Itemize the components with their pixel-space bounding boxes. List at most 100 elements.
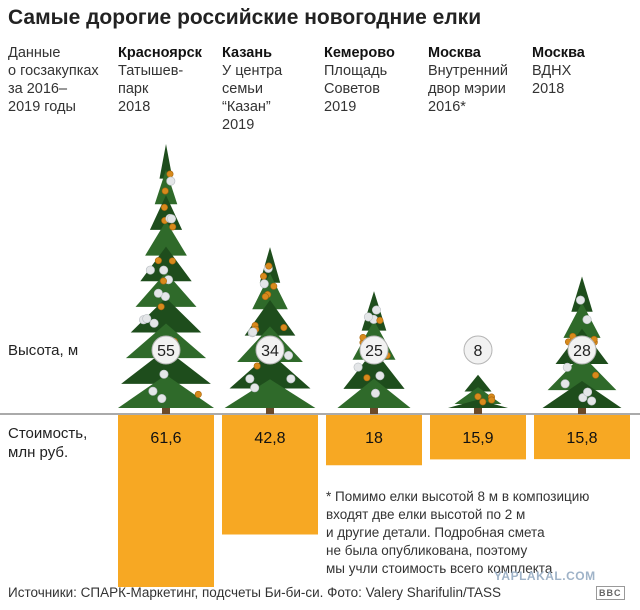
silver-ornament bbox=[587, 396, 597, 406]
column-year: 2019 bbox=[222, 117, 255, 133]
silver-ornament bbox=[353, 362, 363, 372]
column-place: ВДНХ bbox=[532, 63, 572, 79]
height-value-label: 28 bbox=[573, 343, 591, 360]
tree-trunk bbox=[162, 404, 170, 414]
cost-value-label: 15,9 bbox=[462, 430, 493, 447]
gold-ornament bbox=[168, 257, 176, 265]
silver-ornament bbox=[166, 214, 176, 224]
tree-layer bbox=[121, 349, 211, 384]
silver-ornament bbox=[166, 176, 176, 186]
gold-ornament bbox=[159, 277, 167, 285]
gold-ornament bbox=[474, 393, 482, 401]
cost-bar bbox=[326, 415, 422, 466]
tree-layer bbox=[118, 374, 214, 408]
silver-ornament bbox=[145, 265, 155, 275]
gold-ornament bbox=[261, 293, 269, 301]
cost-value-label: 61,6 bbox=[150, 430, 181, 447]
silver-ornament bbox=[562, 362, 572, 372]
tree-trunk bbox=[474, 404, 482, 414]
silver-ornament bbox=[284, 350, 294, 360]
silver-ornament bbox=[259, 279, 269, 289]
silver-ornament bbox=[159, 265, 169, 275]
tree-layer bbox=[563, 302, 601, 338]
silver-ornament bbox=[159, 369, 169, 379]
silver-ornament bbox=[286, 374, 296, 384]
gold-ornament bbox=[157, 303, 165, 311]
tree-trunk bbox=[266, 404, 274, 414]
column-place: Татышев- парк bbox=[118, 63, 184, 97]
gold-ornament bbox=[194, 390, 202, 398]
silver-ornament bbox=[157, 394, 167, 404]
height-ball bbox=[567, 335, 597, 365]
watermark: YAPLAKAL.COM bbox=[494, 569, 596, 583]
cost-value-label: 42,8 bbox=[254, 430, 285, 447]
silver-ornament bbox=[371, 305, 381, 315]
tree-layer bbox=[448, 399, 508, 408]
tree-trunk bbox=[578, 404, 586, 414]
gold-ornament bbox=[161, 187, 169, 195]
tree-layer bbox=[224, 379, 316, 408]
tree-layer bbox=[154, 169, 178, 205]
height-ball bbox=[255, 335, 285, 365]
column-city: Москва bbox=[532, 45, 585, 61]
silver-ornament bbox=[560, 379, 570, 389]
gold-ornament bbox=[592, 371, 600, 379]
height-value-label: 34 bbox=[261, 343, 279, 360]
silver-ornament bbox=[583, 387, 593, 397]
gold-ornament bbox=[169, 223, 177, 231]
gold-ornament bbox=[260, 272, 268, 280]
page-title: Самые дорогие российские новогодние елки bbox=[8, 6, 482, 29]
column-year: 2019 bbox=[324, 99, 357, 115]
gold-ornament bbox=[166, 170, 174, 178]
tree-layer bbox=[145, 220, 187, 256]
gold-ornament bbox=[376, 316, 384, 324]
gold-ornament bbox=[154, 257, 162, 265]
tree-layer bbox=[159, 144, 173, 179]
column-header-krasnoyarsk: Красноярск Татышев- парк 2018 bbox=[118, 44, 202, 116]
silver-ornament bbox=[370, 388, 380, 398]
tree-trunk bbox=[370, 404, 378, 414]
tree-layer bbox=[343, 349, 405, 389]
silver-ornament bbox=[148, 386, 158, 396]
tree-layer bbox=[252, 273, 288, 310]
height-value-label: 8 bbox=[474, 343, 483, 360]
column-year: 2016* bbox=[428, 99, 466, 115]
gold-ornament bbox=[280, 324, 288, 332]
column-city: Кемерово bbox=[324, 45, 395, 61]
silver-ornament bbox=[363, 312, 373, 322]
height-ball bbox=[151, 335, 181, 365]
gold-ornament bbox=[479, 398, 487, 406]
gold-ornament bbox=[363, 374, 371, 382]
source-line: Источники: СПАРК-Маркетинг, подсчеты Би-… bbox=[8, 585, 501, 600]
cost-value-label: 15,8 bbox=[566, 430, 597, 447]
column-header-kazan: Казань У центра семьи “Казан” 2019 bbox=[222, 44, 282, 134]
gold-ornament bbox=[270, 282, 278, 290]
footnote: * Помимо елки высотой 8 м в композицию в… bbox=[326, 489, 590, 576]
silver-ornament bbox=[582, 315, 592, 325]
height-ball bbox=[463, 335, 493, 365]
column-header-moscow-mayor: Москва Внутренний двор мэрии 2016* bbox=[428, 44, 508, 116]
silver-ornament bbox=[245, 374, 255, 384]
column-place: У центра семьи “Казан” bbox=[222, 63, 283, 115]
gold-ornament bbox=[160, 203, 168, 211]
column-header-kemerovo: Кемерово Площадь Советов 2019 bbox=[324, 44, 395, 116]
silver-ornament bbox=[142, 314, 152, 324]
silver-ornament bbox=[375, 371, 385, 381]
tree-layer bbox=[135, 272, 197, 307]
height-value-label: 25 bbox=[365, 343, 383, 360]
bbc-logo: BBC bbox=[596, 586, 625, 600]
tree-layer bbox=[464, 374, 492, 392]
height-row-label: Высота, м bbox=[8, 342, 79, 359]
height-value-label: 55 bbox=[157, 343, 175, 360]
column-city: Красноярск bbox=[118, 45, 202, 61]
column-place: Площадь Советов bbox=[324, 63, 388, 97]
cost-bar bbox=[430, 415, 526, 460]
column-header-moscow-vdnh: Москва ВДНХ 2018 bbox=[532, 44, 585, 98]
column-city: Казань bbox=[222, 45, 273, 61]
cost-bar bbox=[118, 415, 214, 587]
intro-text: Данные о госзакупках за 2016– 2019 годы bbox=[8, 45, 99, 115]
column-year: 2018 bbox=[118, 99, 151, 115]
cost-value-label: 18 bbox=[365, 430, 383, 447]
column-place: Внутренний двор мэрии bbox=[428, 63, 508, 97]
